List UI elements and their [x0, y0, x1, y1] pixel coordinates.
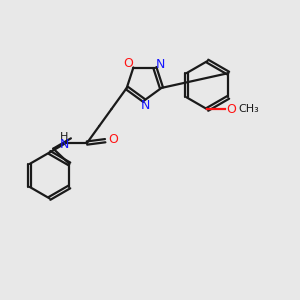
Text: N: N [60, 138, 69, 151]
Text: O: O [109, 133, 118, 146]
Text: H: H [60, 132, 68, 142]
Text: O: O [226, 103, 236, 116]
Text: O: O [123, 58, 133, 70]
Text: N: N [141, 99, 150, 112]
Text: CH₃: CH₃ [238, 104, 259, 114]
Text: N: N [155, 58, 165, 71]
